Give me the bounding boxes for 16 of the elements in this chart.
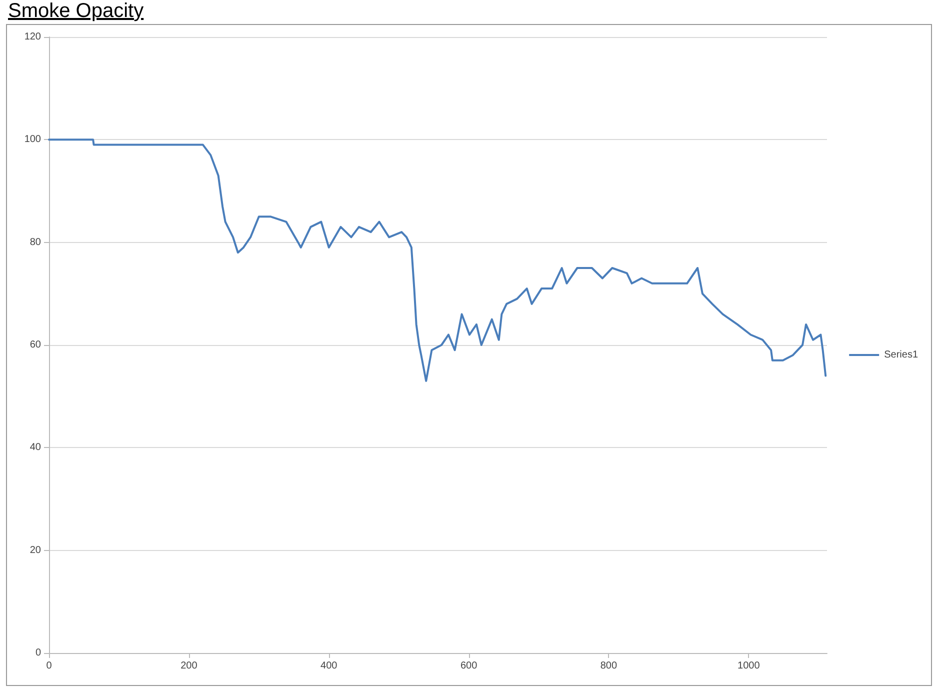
chart-title: Smoke Opacity bbox=[8, 0, 144, 22]
legend-label: Series1 bbox=[884, 350, 918, 360]
x-tick-label: 800 bbox=[600, 660, 618, 672]
y-tick-label: 100 bbox=[24, 134, 42, 146]
x-tick-label: 600 bbox=[460, 660, 478, 672]
x-tick-label: 0 bbox=[46, 660, 52, 672]
y-tick-label: 40 bbox=[30, 442, 42, 454]
line-series bbox=[48, 138, 827, 382]
y-tick-label: 60 bbox=[30, 340, 42, 350]
x-tick-label: 400 bbox=[320, 660, 338, 672]
y-tick-label: 20 bbox=[30, 544, 42, 556]
x-tick-label: 200 bbox=[180, 660, 198, 672]
y-tick-label: 120 bbox=[24, 32, 42, 42]
y-tick-label: 80 bbox=[30, 236, 42, 248]
x-tick-label: 1000 bbox=[738, 660, 760, 672]
y-tick-label: 0 bbox=[35, 648, 42, 658]
